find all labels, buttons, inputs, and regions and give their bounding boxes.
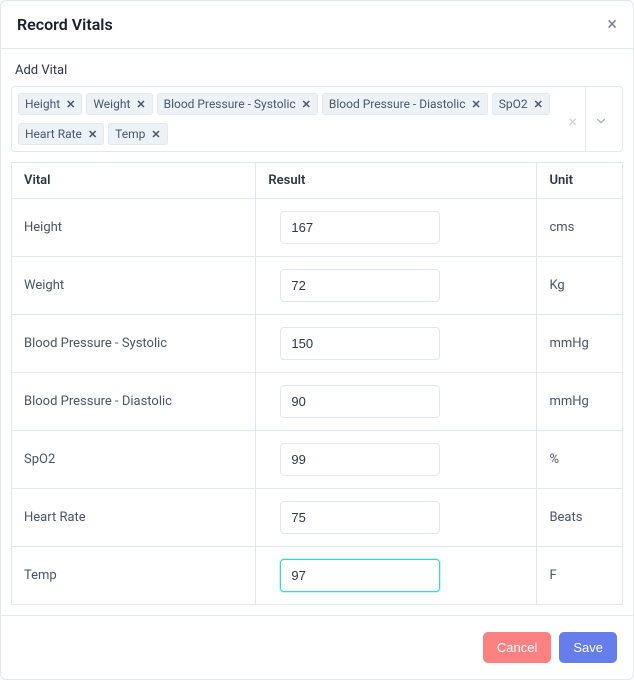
modal-footer: Cancel Save — [1, 615, 633, 679]
table-row: Blood Pressure - Diastolic mmHg — [12, 373, 623, 431]
chevron-down-icon[interactable] — [586, 114, 616, 128]
col-header-vital: Vital — [12, 163, 256, 199]
table-row: SpO2% — [12, 431, 623, 489]
tag-remove-icon[interactable]: ✕ — [136, 98, 145, 111]
result-input[interactable] — [280, 385, 440, 418]
tag-label: Height — [25, 97, 60, 111]
unit-label: mmHg — [537, 373, 623, 431]
result-input[interactable] — [280, 559, 440, 592]
unit-label: % — [537, 431, 623, 489]
vital-multiselect[interactable]: Height ✕ Weight ✕ Blood Pressure - Systolic ✕… — [11, 86, 623, 152]
tag: SpO2 ✕ — [492, 93, 550, 115]
close-icon[interactable]: × — [607, 16, 617, 34]
unit-label: cms — [537, 199, 623, 257]
tag: Height ✕ — [18, 93, 82, 115]
cancel-button[interactable]: Cancel — [483, 632, 551, 663]
table-row: Temp F — [12, 547, 623, 605]
tag-controls: × — [560, 93, 616, 149]
vital-name: Heart Rate — [12, 489, 256, 547]
unit-label: Kg — [537, 257, 623, 315]
tag-label: Weight — [93, 97, 130, 111]
tag: Heart Rate ✕ — [18, 123, 104, 145]
modal-title: Record Vitals — [17, 15, 113, 34]
table-row: Blood Pressure - Systolic mmHg — [12, 315, 623, 373]
tag: Temp ✕ — [108, 123, 167, 145]
result-cell — [256, 257, 537, 315]
vital-name: Blood Pressure - Diastolic — [12, 373, 256, 431]
table-row: Height cms — [12, 199, 623, 257]
result-input[interactable] — [280, 501, 440, 534]
add-vital-label: Add Vital — [15, 63, 623, 78]
tag-label: Blood Pressure - Systolic — [164, 97, 296, 111]
result-input[interactable] — [280, 327, 440, 360]
modal-body: Add Vital Height✕Weight✕Blood Pressure -… — [1, 49, 633, 615]
tag-area: Height ✕ Weight ✕ Blood Pressure - Systolic ✕… — [18, 93, 560, 149]
vital-name: Blood Pressure - Systolic — [12, 315, 256, 373]
result-input[interactable] — [280, 211, 440, 244]
tag: Blood Pressure - Systolic ✕ — [157, 93, 318, 115]
tag-label: Blood Pressure - Diastolic — [329, 97, 466, 111]
table-row: Heart Rate Beats — [12, 489, 623, 547]
result-cell — [256, 547, 537, 605]
vital-name: Height — [12, 199, 256, 257]
tag-remove-icon[interactable]: ✕ — [151, 128, 160, 141]
col-header-result: Result — [256, 163, 537, 199]
vital-name: Temp — [12, 547, 256, 605]
record-vitals-modal: Record Vitals × Add Vital Height ✕ Weight ✕… — [0, 0, 634, 680]
vital-name: SpO2 — [12, 431, 256, 489]
vital-name: Weight — [12, 257, 256, 315]
tag-remove-icon[interactable]: ✕ — [534, 98, 543, 111]
result-cell — [256, 431, 537, 489]
result-input[interactable] — [280, 443, 440, 476]
tag: Blood Pressure - Diastolic ✕ — [322, 93, 488, 115]
tag-label: SpO2 — [499, 97, 528, 111]
save-button[interactable]: Save — [559, 632, 617, 663]
clear-all-icon[interactable]: × — [560, 112, 585, 131]
result-input[interactable] — [280, 269, 440, 302]
unit-label: mmHg — [537, 315, 623, 373]
col-header-unit: Unit — [537, 163, 623, 199]
vitals-table: Vital Result Unit HeightcmsWeightKgBlood… — [11, 162, 623, 605]
tag-label: Heart Rate — [25, 127, 82, 141]
result-cell — [256, 489, 537, 547]
result-cell — [256, 373, 537, 431]
table-row: Weight Kg — [12, 257, 623, 315]
tag-remove-icon[interactable]: ✕ — [66, 98, 75, 111]
tag-remove-icon[interactable]: ✕ — [88, 128, 97, 141]
tag-label: Temp — [115, 127, 145, 141]
result-cell — [256, 315, 537, 373]
tag-remove-icon[interactable]: ✕ — [471, 98, 480, 111]
tag: Weight ✕ — [86, 93, 152, 115]
unit-label: Beats — [537, 489, 623, 547]
unit-label: F — [537, 547, 623, 605]
result-cell — [256, 199, 537, 257]
tag-remove-icon[interactable]: ✕ — [302, 98, 311, 111]
modal-header: Record Vitals × — [1, 1, 633, 49]
